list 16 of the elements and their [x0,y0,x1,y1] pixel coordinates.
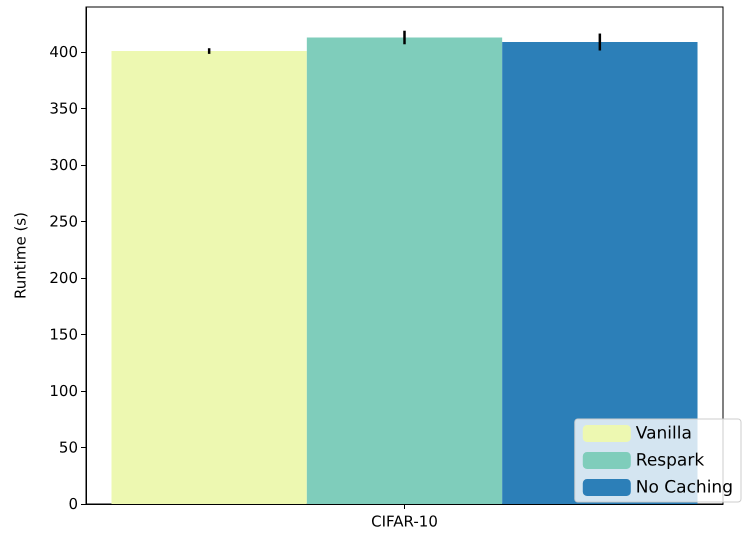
y-tick-label: 0 [68,495,78,513]
y-tick-label: 350 [49,100,78,118]
y-tick-label: 50 [58,438,78,457]
bar [111,51,307,504]
legend-label: No Caching [636,478,733,498]
y-tick-label: 100 [49,382,78,400]
y-axis-title: Runtime (s) [12,212,30,299]
x-tick-label: CIFAR-10 [371,512,438,530]
legend-label: Respark [636,450,704,470]
legend-label: Vanilla [636,424,692,444]
y-tick-label: 200 [49,269,78,288]
y-tick-label: 300 [49,156,78,174]
y-tick-label: 150 [49,326,78,344]
y-tick-label: 250 [49,212,78,231]
y-tick-label: 400 [49,43,78,62]
bar [306,38,502,504]
